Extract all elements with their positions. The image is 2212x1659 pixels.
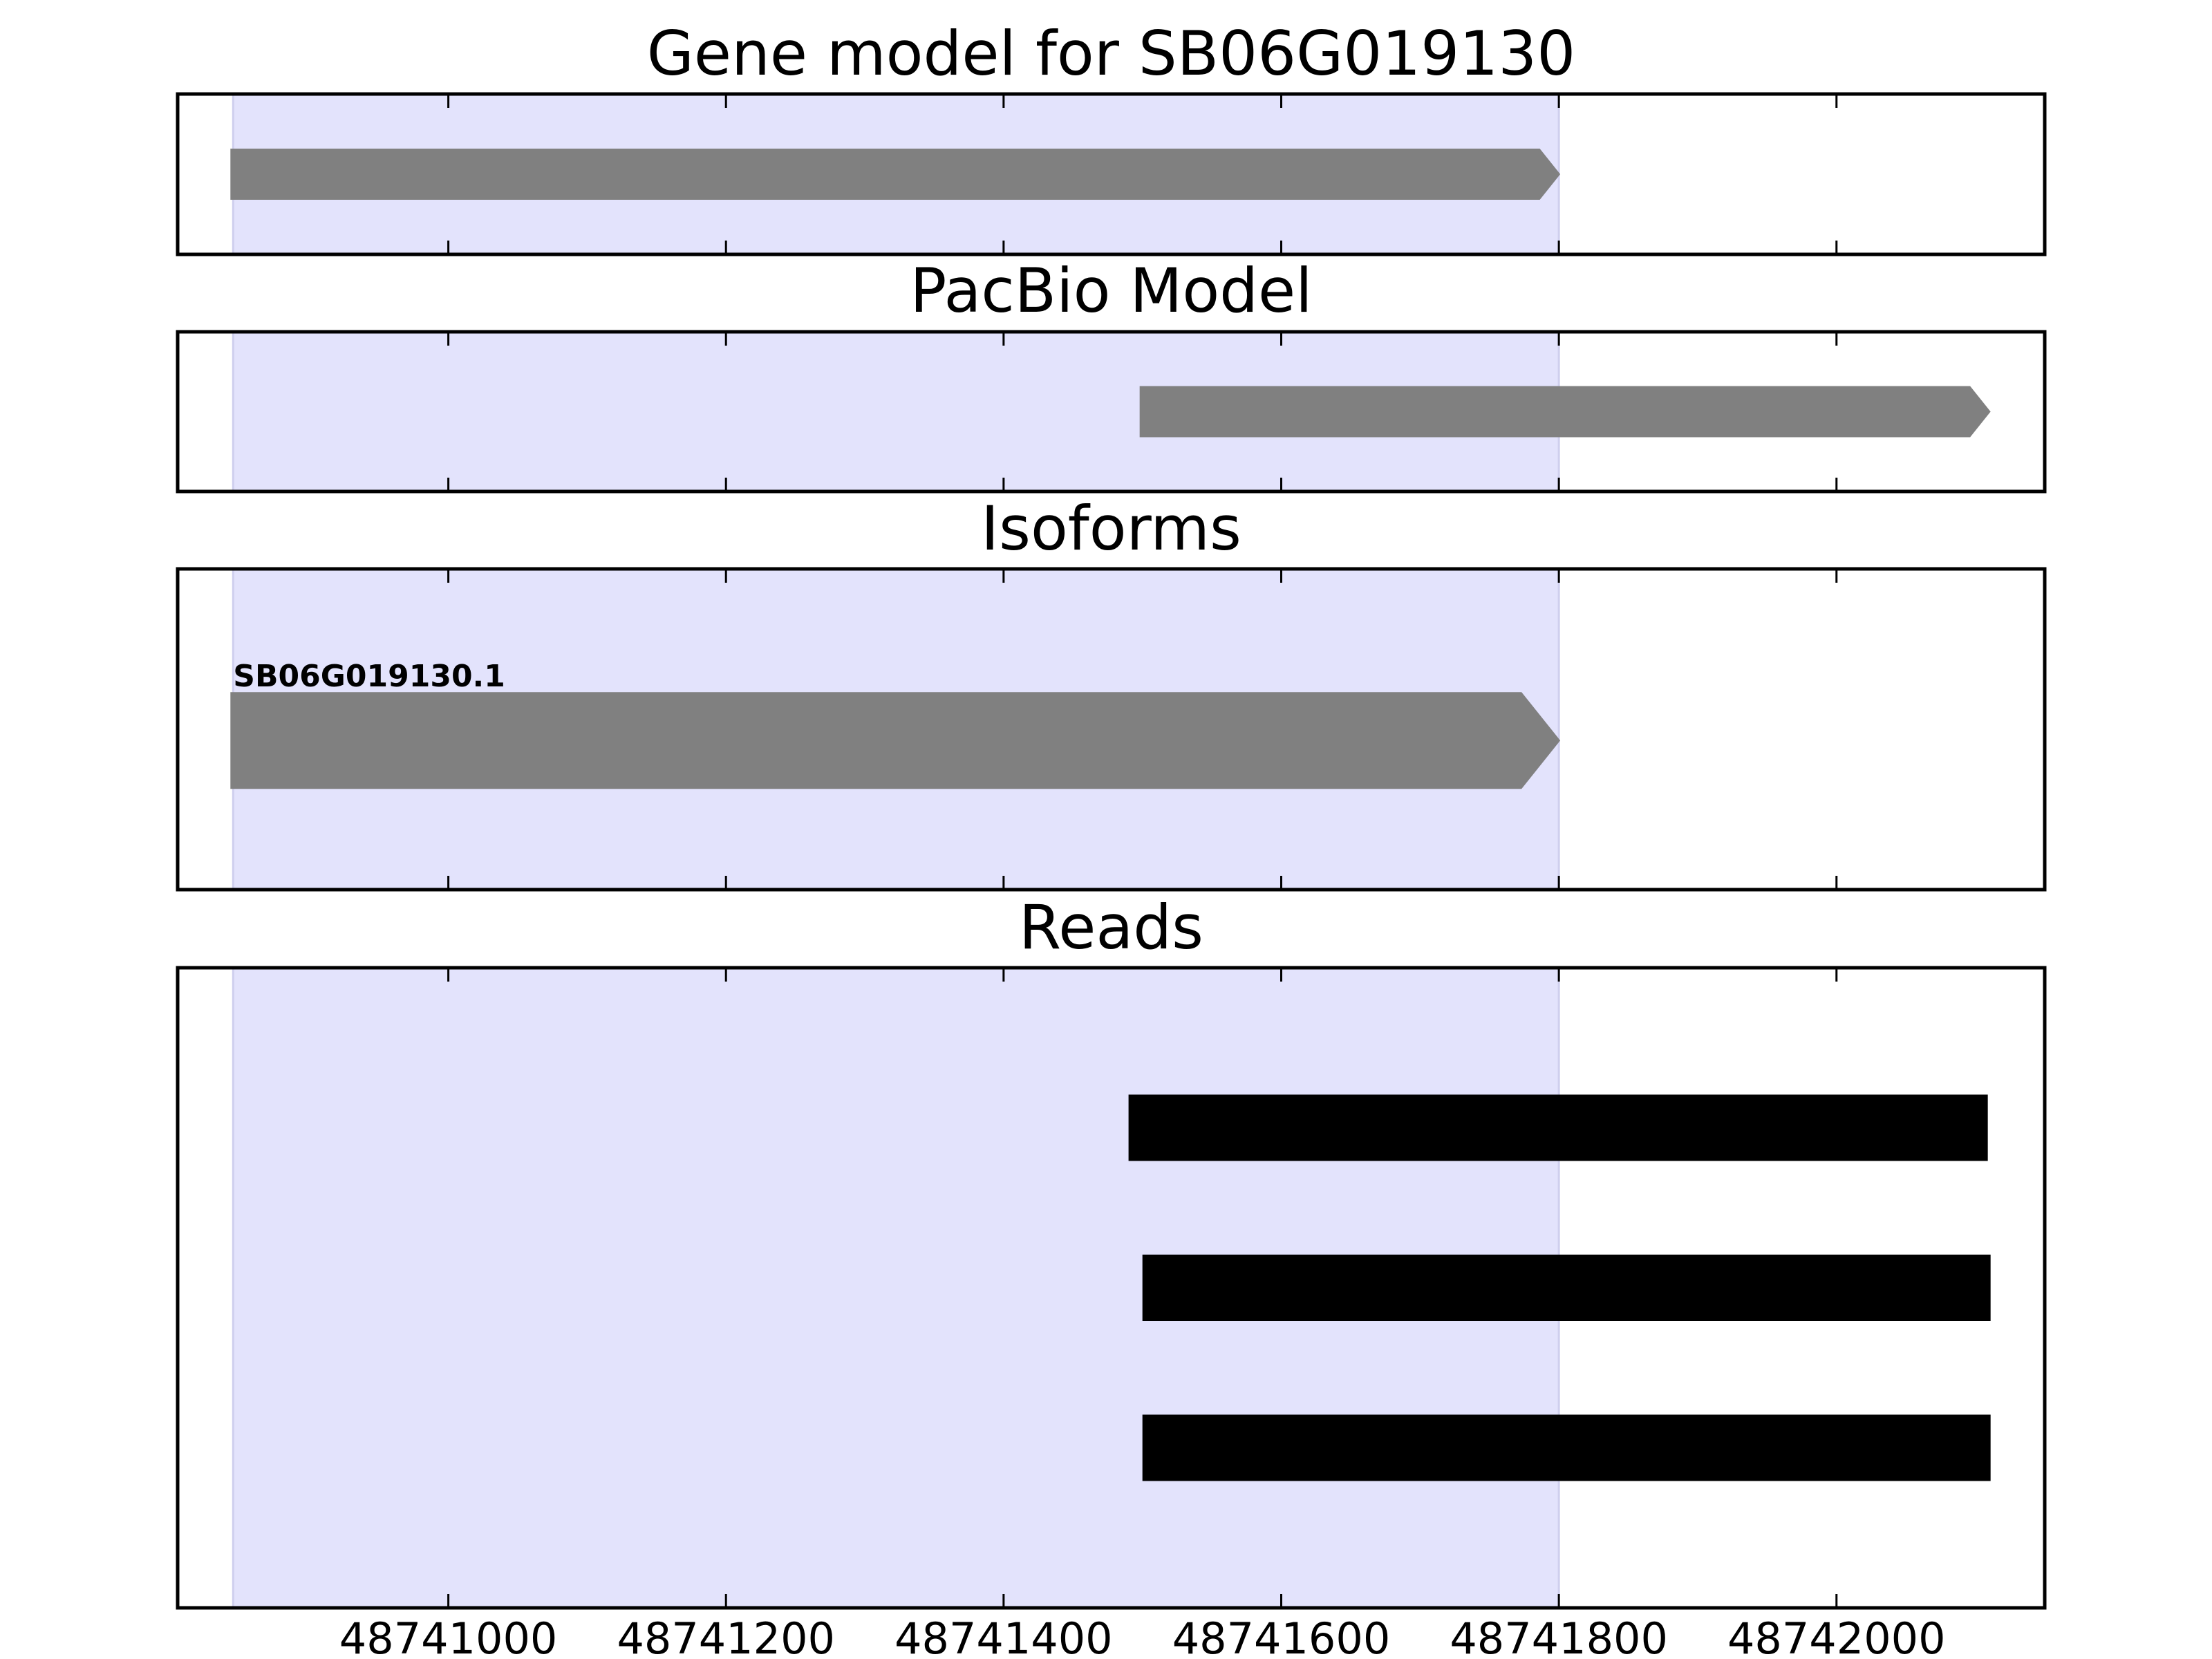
panel-frame [176,966,2047,1610]
panel-isoforms: Isoforms SB06G019130.1 [176,493,2047,892]
panel-title: PacBio Model [910,255,1312,326]
panel-frame [176,92,2047,256]
x-tick-label: 48742000 [1727,1613,1946,1659]
x-tick-label: 48741400 [894,1613,1113,1659]
x-tick-label: 48741000 [339,1613,558,1659]
gene-feature [230,149,1561,200]
isoform-label: SB06G019130.1 [233,659,505,694]
x-tick-label: 48741200 [617,1613,835,1659]
panel-title: Isoforms [981,493,1241,564]
panel-title: Reads [1019,892,1203,963]
x-tick-label: 48741800 [1450,1613,1668,1659]
panel-frame [176,567,2047,892]
read-bar [1128,1094,1988,1161]
panel-pacbio-model: PacBio Model [176,255,2047,494]
isoform-feature [230,692,1561,789]
x-tick-label: 48741600 [1172,1613,1391,1659]
panel-reads: Reads [176,892,2047,1610]
gene-feature [1139,386,1991,438]
read-bar [1142,1414,1991,1481]
panel-gene-model: Gene model for SB06G019130 [176,18,2047,256]
panel-frame [176,330,2047,494]
read-bar [1142,1255,1991,1321]
panel-title: Gene model for SB06G019130 [647,18,1576,89]
